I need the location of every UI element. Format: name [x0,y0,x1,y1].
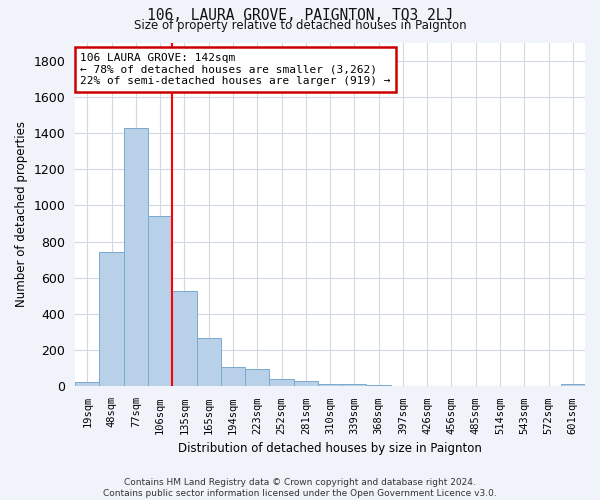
Bar [75,382,100,386]
Bar [221,368,245,386]
Bar [561,384,585,386]
Text: Contains HM Land Registry data © Crown copyright and database right 2024.
Contai: Contains HM Land Registry data © Crown c… [103,478,497,498]
Bar [148,216,172,386]
Bar [100,252,124,386]
Text: 106 LAURA GROVE: 142sqm
← 78% of detached houses are smaller (3,262)
22% of semi: 106 LAURA GROVE: 142sqm ← 78% of detache… [80,53,391,86]
Bar [269,379,293,386]
Bar [124,128,148,386]
Bar [367,385,391,386]
Bar [197,338,221,386]
Bar [245,369,269,386]
Text: Size of property relative to detached houses in Paignton: Size of property relative to detached ho… [134,18,466,32]
Bar [318,384,342,386]
Bar [172,290,197,386]
Text: 106, LAURA GROVE, PAIGNTON, TQ3 2LJ: 106, LAURA GROVE, PAIGNTON, TQ3 2LJ [147,8,453,22]
Bar [342,384,367,386]
Y-axis label: Number of detached properties: Number of detached properties [15,122,28,308]
Bar [293,382,318,386]
X-axis label: Distribution of detached houses by size in Paignton: Distribution of detached houses by size … [178,442,482,455]
